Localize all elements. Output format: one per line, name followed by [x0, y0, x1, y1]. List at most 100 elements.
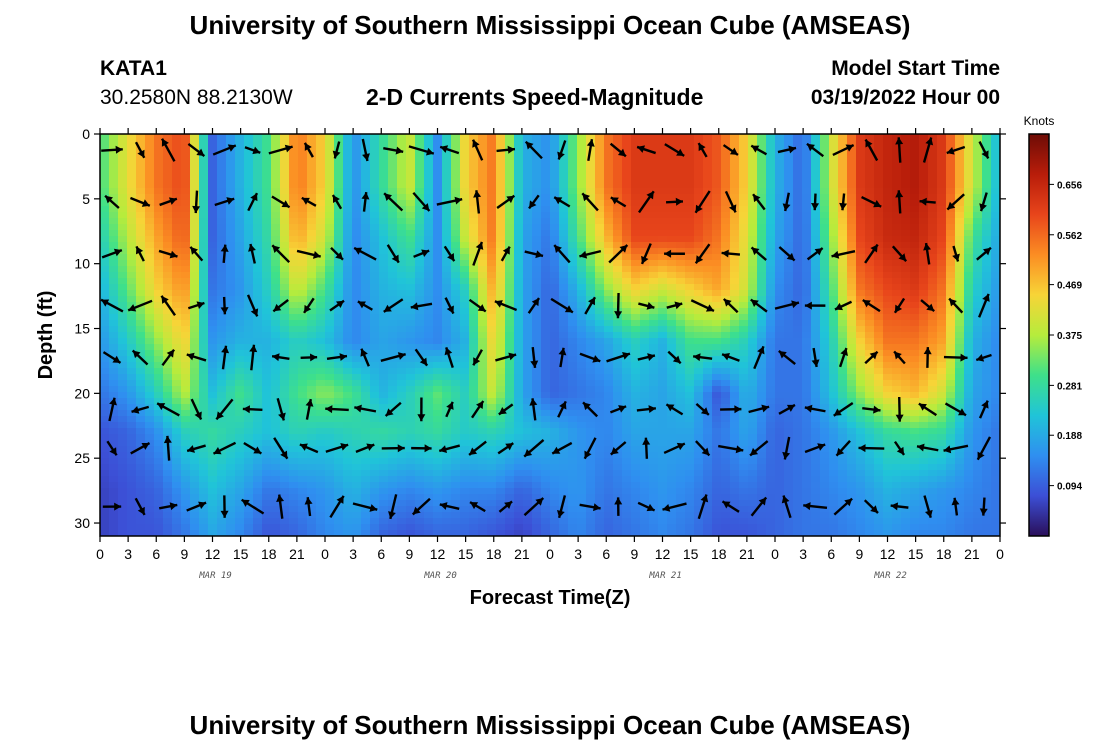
heatmap-cell	[595, 452, 605, 459]
heatmap-cell	[451, 518, 461, 525]
heatmap-cell	[766, 254, 776, 261]
heatmap-cell	[469, 314, 479, 321]
heatmap-cell	[469, 278, 479, 285]
heatmap-cell	[577, 464, 587, 471]
heatmap-cell	[424, 422, 434, 429]
heatmap-cell	[100, 194, 110, 201]
heatmap-cell	[505, 392, 515, 399]
heatmap-cell	[658, 320, 668, 327]
heatmap-cell	[523, 290, 533, 297]
heatmap-cell	[631, 452, 641, 459]
heatmap-cell	[343, 182, 353, 189]
heatmap-cell	[604, 404, 614, 411]
heatmap-cell	[424, 140, 434, 147]
heatmap-cell	[190, 176, 200, 183]
heatmap-cell	[559, 224, 569, 231]
heatmap-cell	[388, 428, 398, 435]
heatmap-cell	[379, 428, 389, 435]
heatmap-cell	[172, 278, 182, 285]
heatmap-cell	[100, 338, 110, 345]
heatmap-cell	[523, 320, 533, 327]
heatmap-cell	[226, 326, 236, 333]
heatmap-cell	[244, 290, 254, 297]
heatmap-cell	[172, 236, 182, 243]
heatmap-cell	[748, 242, 758, 249]
heatmap-cell	[559, 518, 569, 525]
heatmap-cell	[181, 236, 191, 243]
heatmap-cell	[298, 398, 308, 405]
heatmap-cell	[361, 332, 371, 339]
heatmap-cell	[703, 434, 713, 441]
heatmap-cell	[622, 278, 632, 285]
heatmap-cell	[649, 416, 659, 423]
heatmap-cell	[253, 452, 263, 459]
heatmap-cell	[559, 440, 569, 447]
heatmap-cell	[253, 302, 263, 309]
heatmap-cell	[487, 230, 497, 237]
heatmap-cell	[487, 476, 497, 483]
heatmap-cell	[748, 428, 758, 435]
heatmap-cell	[406, 332, 416, 339]
heatmap-cell	[622, 302, 632, 309]
heatmap-cell	[478, 386, 488, 393]
heatmap-cell	[388, 320, 398, 327]
heatmap-cell	[181, 524, 191, 531]
heatmap-cell	[226, 284, 236, 291]
heatmap-cell	[145, 482, 155, 489]
heatmap-cell	[136, 464, 146, 471]
heatmap-cell	[541, 416, 551, 423]
heatmap-cell	[298, 470, 308, 477]
heatmap-cell	[550, 326, 560, 333]
heatmap-cell	[127, 182, 137, 189]
heatmap-cell	[550, 302, 560, 309]
heatmap-cell	[172, 206, 182, 213]
heatmap-cell	[406, 320, 416, 327]
heatmap-cell	[217, 266, 227, 273]
heatmap-cell	[505, 428, 515, 435]
heatmap-cell	[649, 290, 659, 297]
heatmap-cell	[433, 350, 443, 357]
heatmap-cell	[487, 218, 497, 225]
heatmap-cell	[136, 290, 146, 297]
heatmap-cell	[685, 416, 695, 423]
heatmap-cell	[523, 266, 533, 273]
heatmap-cell	[343, 320, 353, 327]
heatmap-cell	[217, 278, 227, 285]
heatmap-cell	[244, 458, 254, 465]
heatmap-cell	[226, 314, 236, 321]
heatmap-cell	[217, 398, 227, 405]
heatmap-cell	[757, 176, 767, 183]
heatmap-cell	[505, 176, 515, 183]
heatmap-cell	[460, 332, 470, 339]
heatmap-cell	[721, 416, 731, 423]
heatmap-cell	[352, 236, 362, 243]
heatmap-cell	[451, 224, 461, 231]
heatmap-cell	[442, 188, 452, 195]
heatmap-cell	[244, 224, 254, 231]
heatmap-cell	[433, 248, 443, 255]
heatmap-cell	[253, 260, 263, 267]
heatmap-cell	[316, 530, 326, 536]
heatmap-cell	[721, 470, 731, 477]
heatmap-cell	[181, 230, 191, 237]
heatmap-cell	[757, 194, 767, 201]
heatmap-cell	[595, 164, 605, 171]
heatmap-cell	[757, 188, 767, 195]
heatmap-cell	[622, 506, 632, 513]
heatmap-cell	[541, 500, 551, 507]
heatmap-cell	[343, 404, 353, 411]
heatmap-cell	[118, 392, 128, 399]
heatmap-cell	[163, 344, 173, 351]
heatmap-cell	[685, 440, 695, 447]
heatmap-cell	[316, 236, 326, 243]
heatmap-cell	[496, 320, 506, 327]
heatmap-cell	[370, 494, 380, 501]
heatmap-cell	[154, 416, 164, 423]
heatmap-cell	[658, 266, 668, 273]
heatmap-cell	[163, 392, 173, 399]
heatmap-cell	[514, 476, 524, 483]
heatmap-cell	[325, 146, 335, 153]
heatmap-cell	[460, 524, 470, 531]
heatmap-cell	[757, 404, 767, 411]
heatmap-cell	[397, 422, 407, 429]
